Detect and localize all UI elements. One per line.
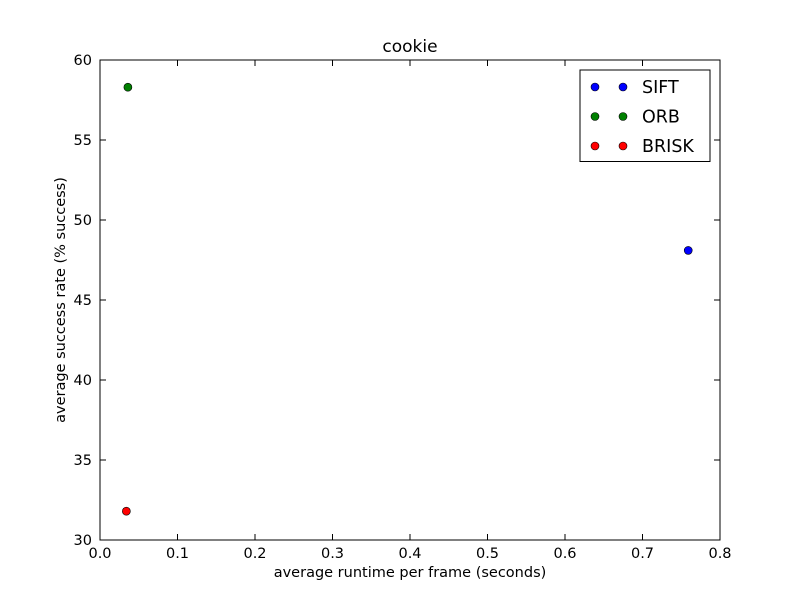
x-tick-label: 0.8 (708, 546, 731, 562)
y-axis-label: average success rate (% success) (53, 177, 69, 423)
x-tick-label: 0.3 (321, 546, 344, 562)
legend: SIFT ORB BRISK (579, 69, 711, 162)
x-tick-label: 0.5 (476, 546, 499, 562)
data-point-sift (683, 246, 693, 255)
legend-label-orb: ORB (642, 108, 680, 128)
y-tick-label: 60 (74, 53, 92, 69)
legend-marker (590, 141, 600, 151)
x-tick-label: 0.2 (243, 546, 266, 562)
legend-label-sift: SIFT (642, 78, 679, 98)
y-tick-label: 55 (74, 133, 92, 149)
marks-layer (122, 82, 693, 516)
y-tick-label: 40 (74, 373, 92, 389)
legend-marker (618, 141, 628, 151)
legend-marker (618, 82, 628, 92)
chart-title: cookie (382, 37, 437, 57)
y-tick-label: 30 (74, 533, 92, 549)
data-point-brisk (122, 506, 131, 516)
y-tick-label: 50 (74, 213, 92, 229)
x-axis-label: average runtime per frame (seconds) (274, 565, 547, 581)
y-tick-label: 35 (74, 453, 92, 469)
legend-marker (590, 112, 600, 121)
x-tick-label: 0.0 (88, 546, 111, 562)
x-tick-label: 0.4 (398, 546, 421, 562)
x-tick-label: 0.1 (166, 546, 189, 562)
legend-label-brisk: BRISK (642, 137, 694, 157)
x-tick-label: 0.6 (553, 546, 576, 562)
data-point-orb (123, 82, 133, 92)
legend-marker (618, 112, 628, 121)
ticks-layer: 0.0 0.1 0.2 0.3 0.4 0.5 0.6 0.7 0.8 30 35 40 45 50 55 6… (74, 53, 732, 562)
legend-box (579, 69, 711, 162)
legend-marker (590, 82, 600, 92)
y-tick-label: 45 (74, 293, 92, 309)
x-tick-label: 0.7 (631, 546, 654, 562)
